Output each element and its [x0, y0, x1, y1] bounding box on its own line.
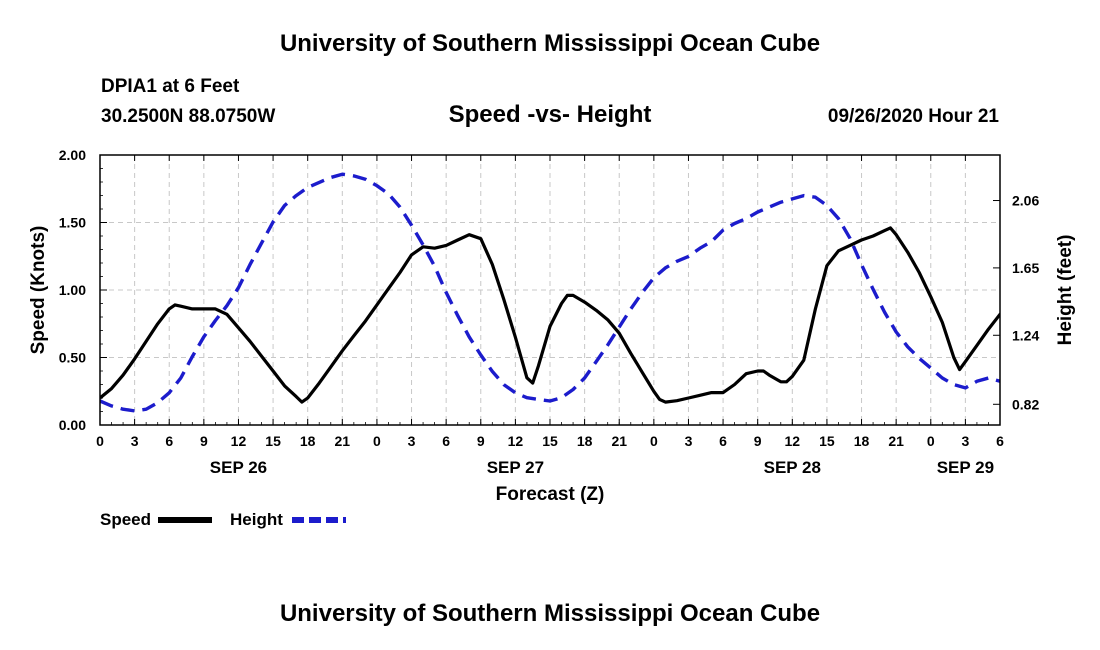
legend-label: Height: [230, 510, 283, 529]
x-tick-label: 0: [650, 433, 658, 449]
y2-tick-label: 1.65: [1012, 260, 1039, 276]
station-label: DPIA1 at 6 Feet: [101, 76, 240, 97]
x-tick-label: 21: [611, 433, 627, 449]
x-tick-label: 21: [335, 433, 351, 449]
chart-subtitle: Speed -vs- Height: [448, 101, 652, 128]
x-axis-title: Forecast (Z): [496, 484, 605, 505]
x-tick-label: 3: [131, 433, 139, 449]
day-label: SEP 29: [937, 458, 994, 477]
x-tick-label: 6: [719, 433, 727, 449]
x-tick-label: 15: [542, 433, 558, 449]
x-tick-label: 15: [819, 433, 835, 449]
footer-title: University of Southern Mississippi Ocean…: [279, 600, 821, 627]
day-label: SEP 27: [487, 458, 544, 477]
x-tick-label: 0: [373, 433, 381, 449]
y2-tick-label: 0.82: [1012, 396, 1039, 412]
x-tick-label: 3: [685, 433, 693, 449]
x-tick-label: 0: [927, 433, 935, 449]
x-tick-label: 15: [265, 433, 281, 449]
x-tick-label: 12: [231, 433, 247, 449]
x-tick-label: 6: [996, 433, 1004, 449]
x-tick-label: 3: [961, 433, 969, 449]
station-coords: 30.2500N 88.0750W: [101, 106, 276, 127]
x-tick-label: 3: [408, 433, 416, 449]
x-tick-label: 18: [300, 433, 316, 449]
x-tick-label: 6: [442, 433, 450, 449]
x-tick-label: 6: [165, 433, 173, 449]
legend: Speed Height: [100, 510, 346, 529]
y2-axis-title: Height (feet): [1055, 235, 1076, 346]
x-tick-label: 9: [477, 433, 485, 449]
series-height-line: [100, 172, 1000, 413]
page-title: University of Southern Mississippi Ocean…: [279, 30, 821, 57]
x-tick-label: 0: [96, 433, 104, 449]
y-axis-title: Speed (Knots): [28, 226, 49, 355]
x-tick-label: 18: [577, 433, 593, 449]
y2-tick-label: 2.06: [1012, 193, 1039, 209]
x-tick-label: 9: [200, 433, 208, 449]
series-speed-line: [100, 226, 1000, 404]
y-tick-label: 2.00: [59, 147, 86, 163]
axes: 0 3 6 9 12 15 18 21 0 3 6 9 12 15 18 21 0 3 6 9 12 15 18 21 0 3 6S…: [28, 147, 1076, 505]
x-tick-label: 9: [754, 433, 762, 449]
x-tick-label: 12: [508, 433, 524, 449]
day-label: SEP 28: [764, 458, 821, 477]
y2-tick-label: 1.24: [1012, 327, 1039, 343]
y-tick-label: 1.50: [59, 215, 86, 231]
y-tick-label: 1.00: [59, 282, 86, 298]
grid: [100, 155, 1000, 425]
day-label: SEP 26: [210, 458, 267, 477]
legend-label: Speed: [100, 510, 151, 529]
y-tick-label: 0.00: [59, 417, 86, 433]
x-tick-label: 18: [854, 433, 870, 449]
forecast-datetime: 09/26/2020 Hour 21: [827, 106, 999, 127]
y-tick-label: 0.50: [59, 350, 86, 366]
series-layer: [100, 172, 1000, 413]
x-tick-label: 21: [888, 433, 904, 449]
x-tick-label: 12: [785, 433, 801, 449]
